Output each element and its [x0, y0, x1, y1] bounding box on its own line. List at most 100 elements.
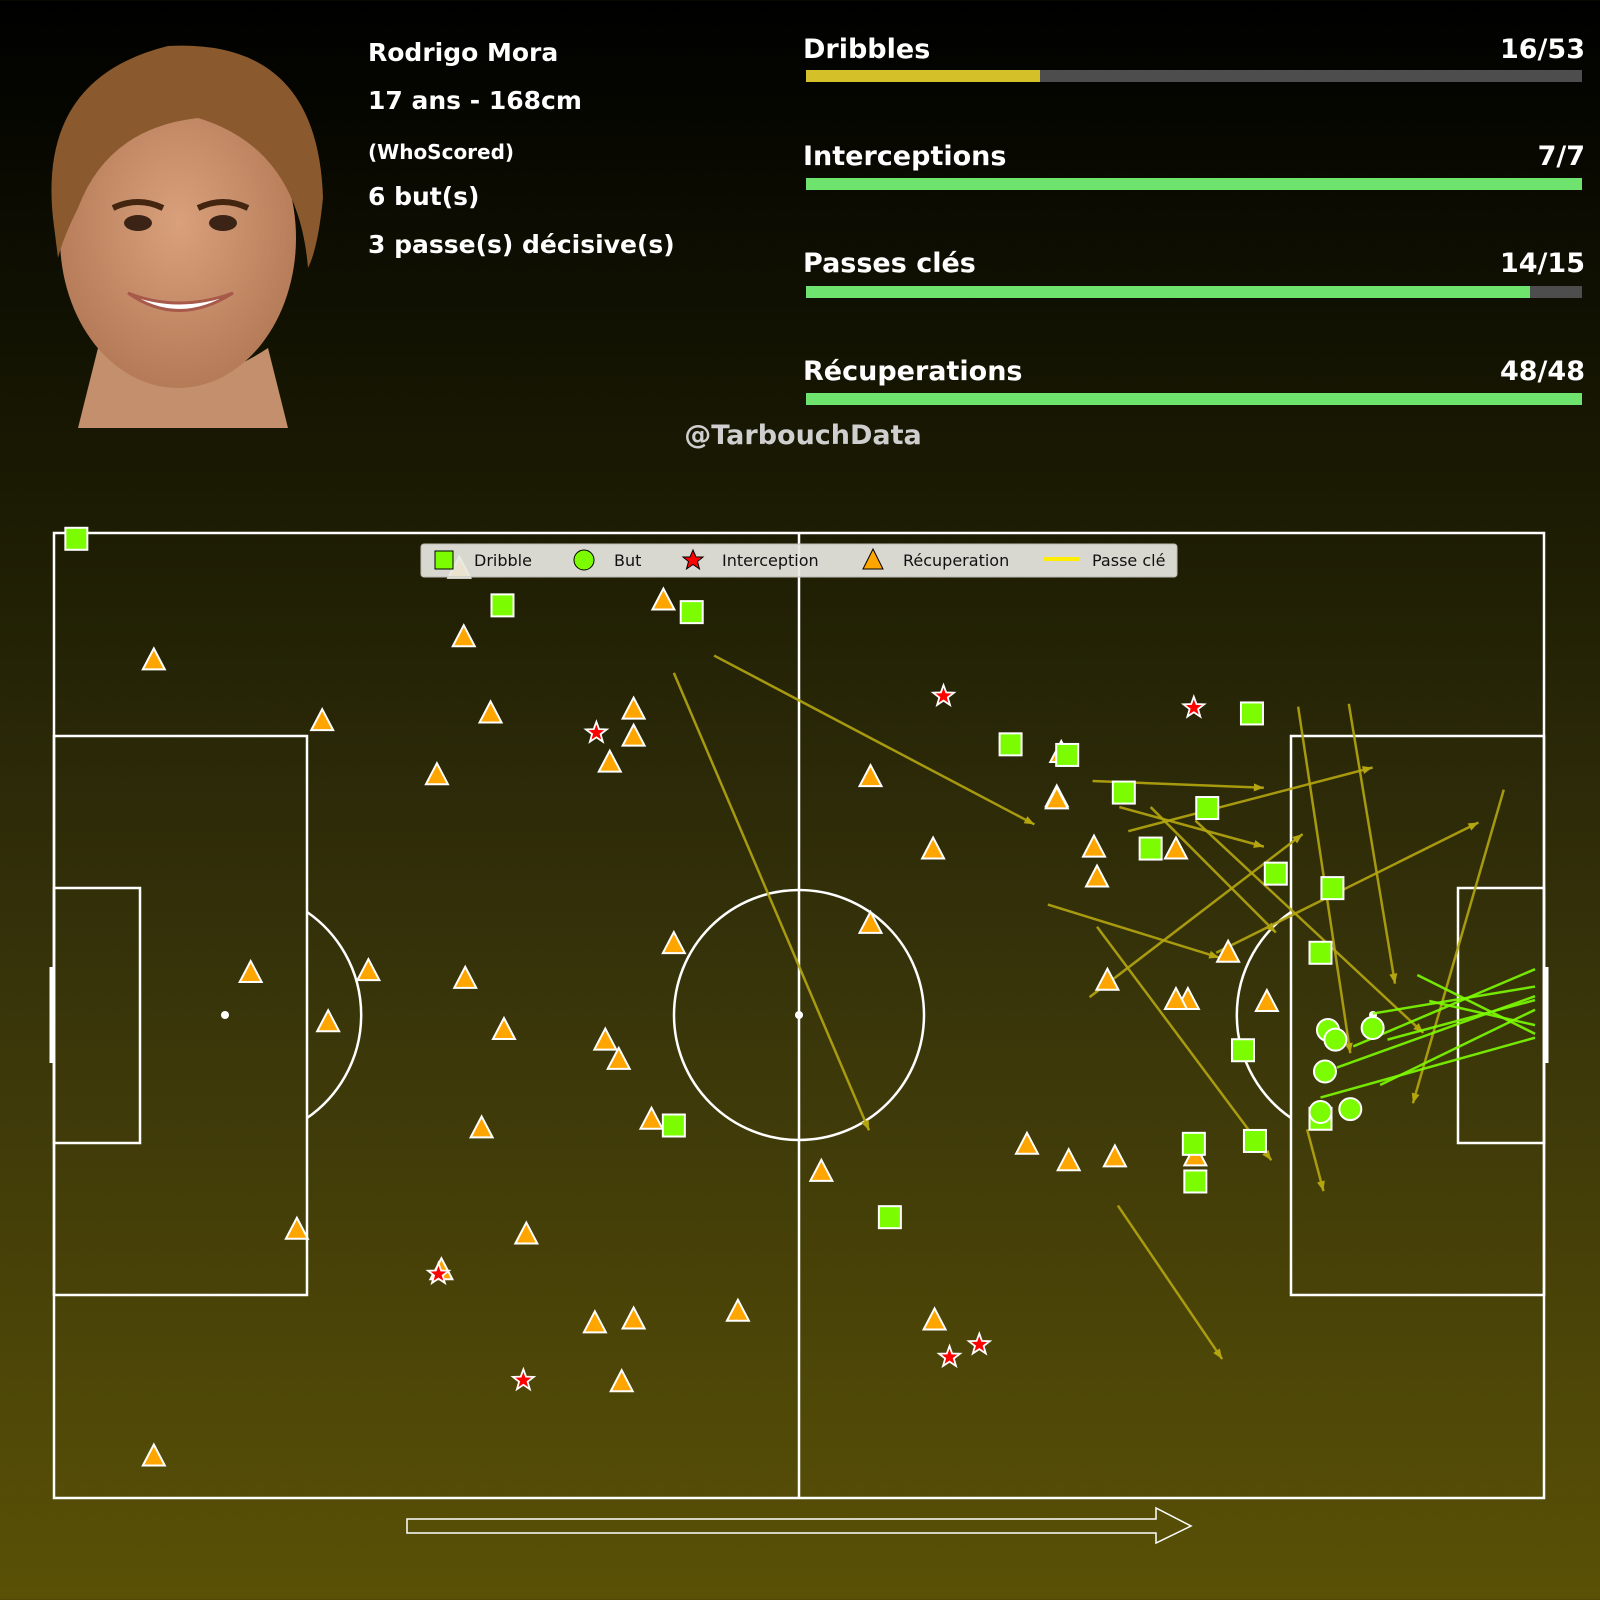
goal-shot-line	[1387, 998, 1536, 1041]
recovery-marker	[355, 956, 382, 982]
recovery-marker	[620, 695, 647, 720]
key-pass	[1347, 703, 1397, 984]
interception-marker	[425, 1260, 452, 1286]
legend-dribble-label: Dribble	[474, 551, 532, 570]
key-pass-head	[1253, 783, 1264, 792]
dribble-marker	[679, 600, 704, 625]
key-pass	[672, 672, 871, 1131]
legend-keypass-label: Passe clé	[1092, 551, 1165, 570]
recovery-marker	[920, 835, 946, 860]
dribble-marker	[1308, 940, 1333, 965]
key-pass-head	[1361, 766, 1373, 774]
legend-recovery-label: Récuperation	[903, 551, 1009, 570]
interception-marker	[936, 1343, 963, 1369]
goal-shot-line	[1320, 1036, 1536, 1099]
legend: Dribble But Interception Récuperation Pa…	[420, 543, 1178, 578]
key-pass	[1116, 1204, 1224, 1360]
recovery-marker	[650, 586, 677, 611]
recovery-marker	[468, 1114, 495, 1139]
goal-shot-line	[1416, 973, 1536, 1035]
legend-recovery-swatch	[862, 547, 884, 570]
stat-value-interceptions: 7/7	[1537, 141, 1585, 172]
left-penalty-area	[52, 734, 309, 1297]
key-pass	[1305, 1129, 1325, 1192]
recovery-marker	[606, 1045, 632, 1070]
key-pass-head	[861, 1119, 870, 1131]
interception-marker	[1180, 694, 1207, 719]
dribble-marker	[1239, 701, 1264, 726]
stat-label-key-passes: Passes clés	[803, 248, 976, 279]
stat-bar-fill-key-passes	[806, 286, 1530, 298]
stat-bar-recoveries	[806, 393, 1582, 405]
recovery-marker	[315, 1008, 341, 1033]
dribble-marker	[1263, 861, 1288, 886]
key-pass-head	[1389, 973, 1398, 984]
key-pass-head	[1317, 1180, 1325, 1192]
dribble-marker	[877, 1205, 902, 1230]
watermark: @TarbouchData	[684, 420, 922, 451]
key-pass-head	[1253, 840, 1264, 848]
recovery-marker	[477, 699, 504, 724]
dribble-marker	[1183, 1169, 1208, 1194]
recovery-marker	[638, 1105, 665, 1130]
recovery-marker	[620, 1305, 647, 1330]
right-penalty-arc	[1235, 910, 1292, 1120]
recovery-marker	[1102, 1143, 1128, 1168]
right-penalty-area	[1289, 734, 1546, 1297]
key-pass	[1119, 805, 1265, 848]
recovery-marker	[238, 958, 264, 984]
recovery-marker	[1014, 1130, 1040, 1155]
dribble-marker	[1231, 1038, 1256, 1063]
recovery-marker	[1215, 938, 1241, 963]
recovery-marker	[451, 623, 477, 648]
key-pass	[1088, 833, 1304, 999]
stat-bar-fill-recoveries	[806, 393, 1582, 405]
recovery-marker	[491, 1015, 517, 1040]
goal-shot-line	[1352, 968, 1536, 1048]
stat-label-recoveries: Récuperations	[803, 356, 1023, 387]
center-circle	[672, 888, 926, 1142]
goal-marker	[1308, 1100, 1333, 1124]
recovery-marker	[1163, 835, 1189, 860]
player-assists: 3 passe(s) décisive(s)	[368, 230, 675, 259]
stat-bar-fill-interceptions	[806, 178, 1582, 190]
center-spot	[795, 1011, 803, 1019]
stat-bar-key-passes	[806, 286, 1582, 298]
dribble-marker	[64, 526, 89, 551]
player-goals: 6 but(s)	[368, 182, 480, 211]
recovery-marker	[309, 707, 335, 732]
player-name: Rodrigo Mora	[368, 38, 559, 67]
data-source: (WhoScored)	[368, 140, 515, 164]
dribble-marker	[1181, 1131, 1206, 1156]
key-pass	[1095, 925, 1273, 1161]
legend-interception-label: Interception	[722, 551, 819, 570]
recovery-marker	[620, 722, 647, 747]
recovery-marker	[1056, 1147, 1082, 1172]
key-pass-head	[1208, 950, 1220, 959]
recovery-marker	[141, 646, 167, 671]
recovery-marker	[452, 964, 478, 989]
goal-shot-line	[1428, 999, 1536, 1027]
goal-shot-line	[1379, 1008, 1536, 1087]
key-pass-head	[1467, 822, 1479, 831]
interception-marker	[966, 1330, 993, 1356]
legend-goal-label: But	[614, 551, 641, 570]
recovery-marker	[1163, 985, 1189, 1011]
stat-bar-interceptions	[806, 178, 1582, 190]
marker-layer	[64, 526, 1385, 1467]
goal-marker	[1323, 1027, 1348, 1052]
player-photo	[18, 18, 348, 428]
stat-value-recoveries: 48/48	[1499, 356, 1585, 387]
recovery-marker	[725, 1297, 751, 1322]
left-penalty-arc	[306, 910, 363, 1120]
goal-marker	[1360, 1016, 1385, 1041]
legend-interception-swatch	[681, 548, 705, 571]
key-pass-head	[1292, 834, 1303, 844]
goal-shot-line	[1372, 985, 1536, 1015]
interception-marker	[930, 682, 957, 708]
recovery-marker	[141, 1442, 167, 1467]
stat-label-interceptions: Interceptions	[803, 141, 1007, 172]
recovery-marker	[808, 1157, 835, 1182]
key-pass-head	[1411, 1092, 1420, 1104]
key-pass	[1149, 806, 1277, 934]
